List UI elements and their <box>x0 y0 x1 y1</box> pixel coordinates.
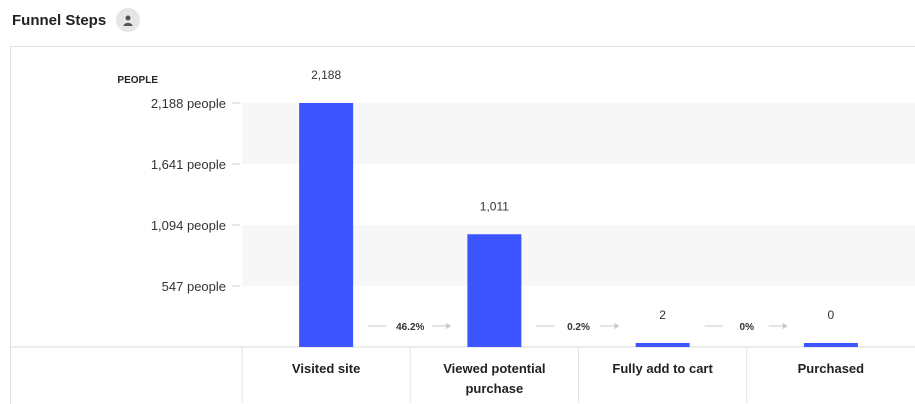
chart-title: Funnel Steps <box>12 11 107 29</box>
conversion-rate: 0% <box>740 322 755 333</box>
value-label: 1,011 <box>480 199 509 213</box>
category-label: Visited site <box>292 361 360 376</box>
value-label: 2 <box>659 308 666 322</box>
y-tick-label: 1,094 people <box>151 218 226 233</box>
user-icon[interactable] <box>116 8 141 32</box>
conversion-arrow-icon <box>446 323 452 329</box>
category-label: purchase <box>465 381 523 396</box>
category-label: Fully add to cart <box>612 361 713 376</box>
value-label: 2,188 <box>311 68 341 82</box>
category-label: Purchased <box>798 361 865 376</box>
chart-panel <box>10 46 915 404</box>
conversion-rate: 46.2% <box>396 322 424 333</box>
value-label: 0 <box>828 308 835 322</box>
y-tick-label: 2,188 people <box>151 96 226 111</box>
conversion-arrow-icon <box>614 323 620 329</box>
bar <box>299 103 354 347</box>
conversion-arrow-icon <box>782 323 788 329</box>
grid-band <box>242 225 915 286</box>
y-tick-label: 1,641 people <box>151 157 226 172</box>
y-axis-label: PEOPLE <box>117 75 158 86</box>
bar <box>803 343 858 347</box>
category-label: Viewed potential <box>443 361 545 376</box>
bar <box>635 343 690 347</box>
chart-header: Funnel Steps <box>12 6 141 34</box>
bar <box>467 234 522 347</box>
conversion-rate: 0.2% <box>567 322 590 333</box>
grid-band <box>242 103 915 164</box>
y-tick-label: 547 people <box>162 279 226 294</box>
